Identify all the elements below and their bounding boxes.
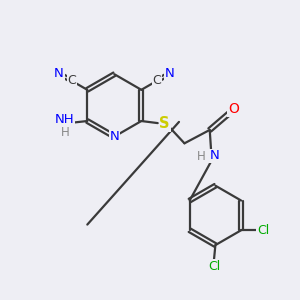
Text: N: N (54, 67, 64, 80)
Text: N: N (165, 67, 175, 80)
Text: C: C (68, 74, 76, 87)
Text: Cl: Cl (208, 260, 220, 273)
Text: N: N (110, 130, 119, 143)
Text: C: C (152, 74, 161, 87)
Text: H: H (61, 126, 69, 140)
Text: N: N (209, 149, 219, 162)
Text: NH: NH (55, 113, 75, 126)
Text: S: S (159, 116, 170, 131)
Text: H: H (197, 150, 206, 163)
Text: Cl: Cl (257, 224, 269, 237)
Text: O: O (228, 102, 239, 116)
